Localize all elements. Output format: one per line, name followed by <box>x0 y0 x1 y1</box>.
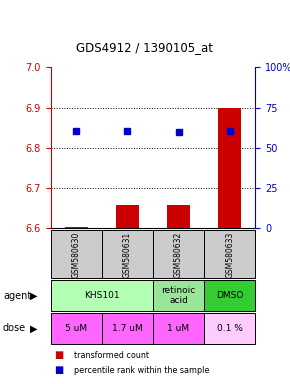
Bar <box>51 280 153 311</box>
Text: dose: dose <box>3 323 26 333</box>
Bar <box>167 205 190 228</box>
Text: retinoic
acid: retinoic acid <box>162 286 196 305</box>
Bar <box>204 280 255 311</box>
Text: DMSO: DMSO <box>216 291 243 300</box>
Bar <box>153 313 204 344</box>
Bar <box>218 108 241 228</box>
Text: 1.7 uM: 1.7 uM <box>112 324 143 333</box>
Text: ▶: ▶ <box>30 323 37 333</box>
Text: 5 uM: 5 uM <box>65 324 87 333</box>
Text: 1 uM: 1 uM <box>167 324 190 333</box>
Text: ■: ■ <box>54 366 63 376</box>
Bar <box>204 230 255 278</box>
Text: GSM580631: GSM580631 <box>123 231 132 278</box>
Text: 0.1 %: 0.1 % <box>217 324 242 333</box>
Text: GSM580632: GSM580632 <box>174 231 183 278</box>
Text: GSM580630: GSM580630 <box>72 231 81 278</box>
Bar <box>204 313 255 344</box>
Text: agent: agent <box>3 291 31 301</box>
Text: GDS4912 / 1390105_at: GDS4912 / 1390105_at <box>77 41 213 54</box>
Text: ■: ■ <box>54 350 63 360</box>
Bar <box>65 227 88 228</box>
Text: percentile rank within the sample: percentile rank within the sample <box>74 366 209 375</box>
Bar <box>102 313 153 344</box>
Bar <box>153 230 204 278</box>
Text: KHS101: KHS101 <box>84 291 120 300</box>
Bar <box>102 230 153 278</box>
Bar <box>153 280 204 311</box>
Bar <box>51 230 102 278</box>
Bar <box>51 313 102 344</box>
Text: ▶: ▶ <box>30 291 37 301</box>
Text: GSM580633: GSM580633 <box>225 231 234 278</box>
Bar <box>116 205 139 228</box>
Text: transformed count: transformed count <box>74 351 149 360</box>
